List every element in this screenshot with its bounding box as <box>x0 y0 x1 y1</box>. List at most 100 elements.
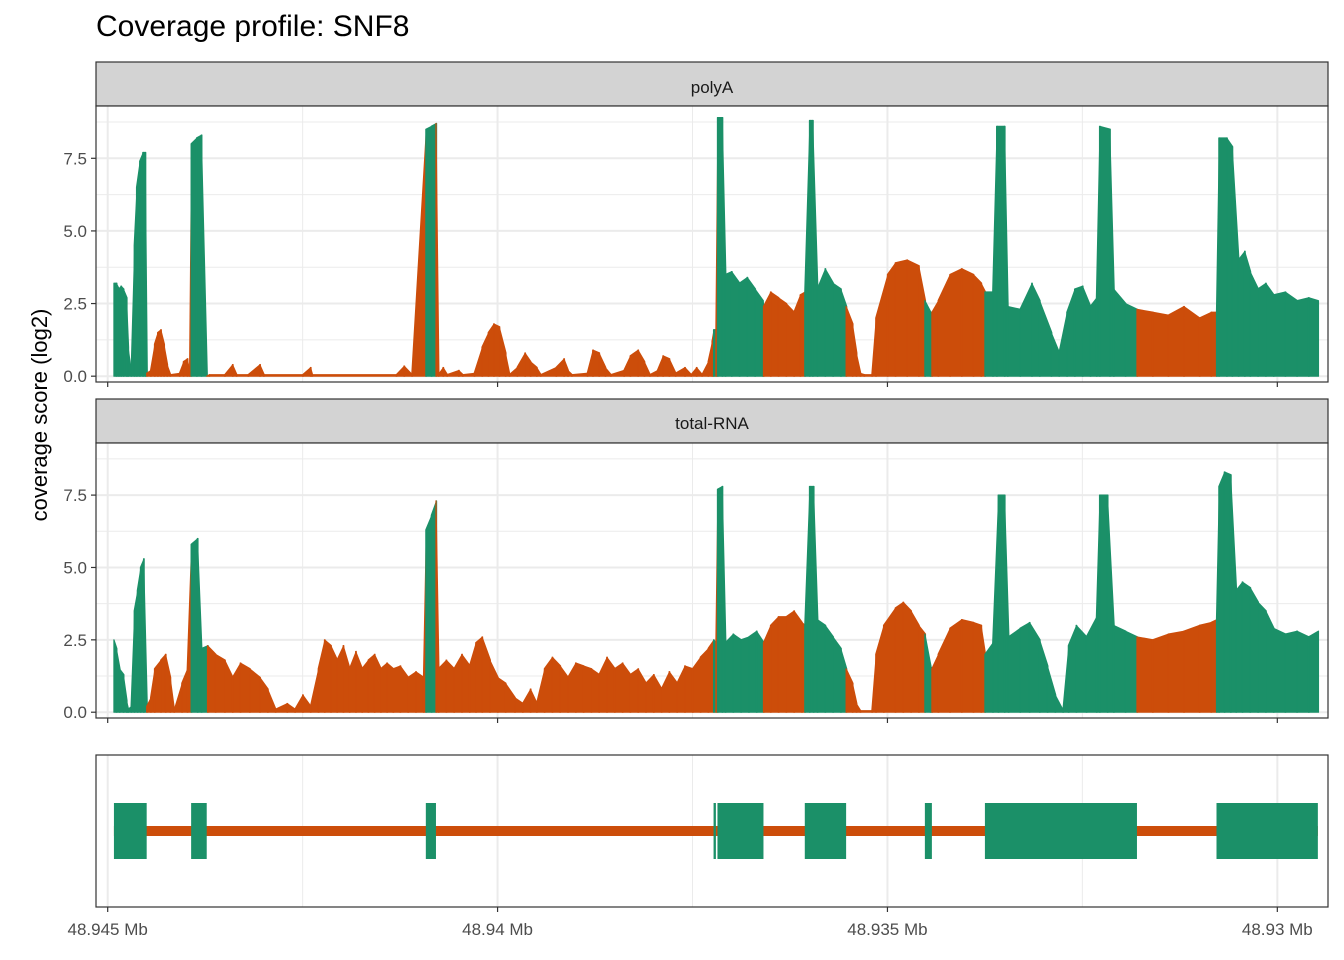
coverage-segment <box>996 125 1006 377</box>
coverage-segment <box>1136 636 1154 713</box>
y-tick-label: 5.0 <box>63 222 87 241</box>
coverage-segment <box>239 662 251 713</box>
coverage-segment <box>984 291 994 377</box>
facet-label-polyA: polyA <box>691 78 734 97</box>
coverage-segment <box>1124 302 1139 377</box>
coverage-segment <box>816 618 827 713</box>
coverage-segment <box>214 653 226 713</box>
coverage-segment <box>1124 630 1139 713</box>
coverage-segment <box>496 676 507 713</box>
coverage-segment <box>754 288 764 377</box>
coverage-segment <box>1136 308 1154 377</box>
coverage-segment <box>263 374 304 377</box>
exon-block <box>1216 803 1318 859</box>
panel-border-polyA <box>95 105 1329 383</box>
panel-border-total-RNA <box>95 442 1329 719</box>
coverage-segment <box>1198 311 1213 377</box>
coverage-segment <box>972 273 983 377</box>
coverage-segment <box>949 268 963 377</box>
coverage-segment <box>906 259 920 377</box>
coverage-segment <box>984 642 994 713</box>
panel-border-gene-model <box>95 754 1329 908</box>
coverage-segment <box>972 621 983 713</box>
coverage-segment <box>816 268 827 377</box>
coverage-segment <box>1167 630 1185 713</box>
x-tick-label: 48.93 Mb <box>1242 920 1313 939</box>
coverage-area-polyA <box>113 117 1320 377</box>
coverage-segment <box>949 618 963 713</box>
coverage-segment <box>1249 587 1260 713</box>
coverage-segment <box>551 656 562 713</box>
coverage-segment <box>415 671 425 713</box>
coverage-segment <box>311 374 398 377</box>
panel-gene-model <box>95 754 1329 908</box>
coverage-segment <box>785 302 796 377</box>
coverage-segment <box>882 607 897 713</box>
coverage-segment <box>208 374 226 377</box>
grid-lines-gene-model <box>106 755 1279 907</box>
coverage-segment <box>863 374 874 377</box>
coverage-segment <box>1265 282 1275 377</box>
exon-block <box>984 803 1137 859</box>
coverage-segment <box>1198 621 1213 713</box>
coverage-segment <box>1241 581 1252 713</box>
coverage-segment <box>910 610 920 713</box>
x-tick-label: 48.94 Mb <box>462 920 533 939</box>
coverage-segment <box>769 291 780 377</box>
coverage-segment <box>1007 627 1022 713</box>
coverage-segment <box>629 668 640 713</box>
coverage-segment <box>793 610 803 713</box>
coverage-segment <box>1167 305 1185 377</box>
coverage-segment <box>1218 137 1228 377</box>
exon-block <box>924 803 932 859</box>
coverage-segment <box>1307 630 1320 713</box>
coverage-segment <box>902 601 913 713</box>
x-axis: 48.945 Mb 48.94 Mb 48.935 Mb 48.93 Mb <box>68 382 1313 939</box>
coverage-segment <box>777 297 788 377</box>
y-axis-polyA: 0.0 2.5 5.0 7.5 <box>63 149 96 386</box>
coverage-segment <box>746 276 757 377</box>
exon-block <box>804 803 847 859</box>
coverage-segment <box>1296 630 1310 713</box>
coverage-segment <box>200 134 208 377</box>
coverage-area-total-RNA <box>113 471 1320 713</box>
y-axis-total-RNA: 0.0 2.5 5.0 7.5 <box>63 486 96 722</box>
coverage-segment <box>748 630 758 713</box>
coverage-segment <box>590 668 601 713</box>
y-tick-label: 2.5 <box>63 631 87 650</box>
coverage-segment <box>407 671 417 713</box>
coverage-segment <box>1257 282 1267 377</box>
x-tick-label: 48.945 Mb <box>68 920 148 939</box>
coverage-segment <box>738 276 749 377</box>
y-tick-label: 5.0 <box>63 558 87 577</box>
coverage-segment <box>206 645 217 713</box>
coverage-segment <box>960 618 975 713</box>
coverage-segment <box>1075 624 1088 713</box>
coverage-segment <box>1151 633 1170 713</box>
coverage-segment <box>1073 285 1084 377</box>
coverage-segment <box>824 268 835 377</box>
exon-block <box>717 803 764 859</box>
coverage-segment <box>1257 601 1267 713</box>
coverage-segment <box>785 610 796 713</box>
coverage-segment <box>1031 282 1041 377</box>
coverage-segment <box>732 633 743 713</box>
coverage-segment <box>1151 311 1170 377</box>
coverage-segment <box>1272 627 1287 713</box>
coverage-segment <box>894 601 905 713</box>
x-tick-label: 48.935 Mb <box>847 920 927 939</box>
coverage-segment <box>1284 291 1299 377</box>
coverage-segment <box>724 633 735 713</box>
panel-polyA: polyA 0.0 2.5 5.0 7.5 <box>63 61 1329 386</box>
exon-block <box>113 803 147 859</box>
coverage-segment <box>1284 630 1299 713</box>
exon-block <box>191 803 207 859</box>
coverage-segment <box>832 636 842 713</box>
coverage-segment <box>1098 125 1111 377</box>
coverage-segment <box>684 665 694 713</box>
coverage-segment <box>1183 624 1201 713</box>
exon-block <box>713 803 716 859</box>
coverage-segment <box>1112 624 1127 713</box>
